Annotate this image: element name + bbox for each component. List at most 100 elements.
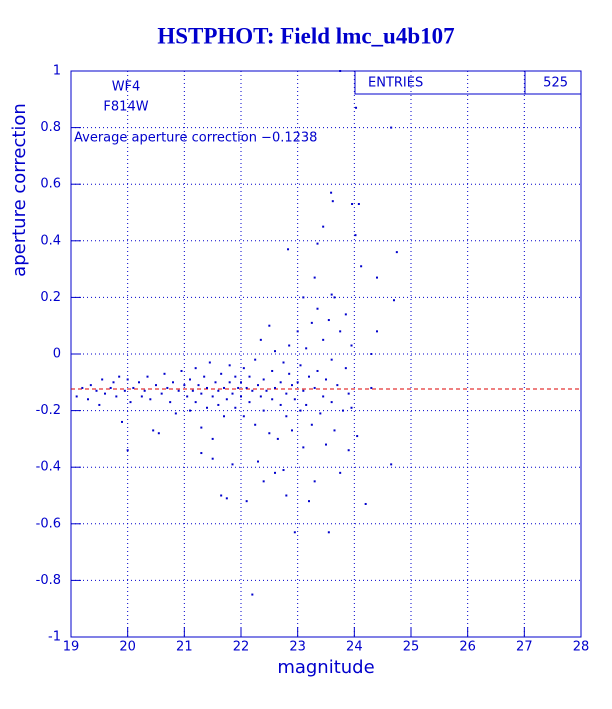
point	[316, 307, 319, 310]
point	[339, 471, 342, 474]
point	[214, 381, 217, 384]
point	[220, 494, 223, 497]
point	[248, 375, 251, 378]
point	[189, 378, 191, 381]
point	[157, 432, 160, 435]
point	[112, 381, 115, 384]
point	[101, 378, 104, 381]
point	[296, 330, 299, 333]
point	[291, 384, 293, 387]
point	[194, 401, 197, 404]
point	[211, 395, 214, 398]
point	[347, 449, 350, 452]
point	[316, 369, 319, 372]
x-tick-label: 23	[289, 640, 306, 655]
point	[296, 381, 299, 384]
y-tick-label: 0.2	[40, 290, 61, 305]
y-tick-label: -1	[48, 630, 61, 645]
point	[279, 381, 282, 384]
point	[285, 494, 288, 497]
point	[220, 372, 223, 375]
x-tick-label: 27	[516, 640, 533, 655]
point	[356, 435, 359, 438]
point	[242, 367, 245, 370]
point	[333, 429, 336, 432]
point	[293, 398, 296, 401]
x-tick-label: 20	[119, 640, 136, 655]
point	[310, 423, 313, 426]
point	[109, 386, 112, 389]
point	[344, 367, 347, 370]
point	[390, 463, 393, 466]
point	[234, 375, 237, 378]
point	[95, 389, 98, 392]
point	[330, 358, 333, 361]
point	[211, 437, 214, 440]
point	[327, 531, 330, 534]
point	[274, 386, 276, 389]
point	[211, 457, 214, 460]
point	[354, 234, 357, 237]
point	[274, 350, 276, 353]
point	[191, 389, 194, 392]
point	[186, 395, 189, 398]
point	[183, 384, 186, 387]
point	[217, 389, 220, 392]
y-tick-label: -0.2	[36, 403, 61, 418]
point	[370, 386, 373, 389]
point	[217, 403, 220, 406]
point	[370, 353, 373, 355]
annotation: Average aperture correction −0.1238	[74, 131, 317, 146]
point	[89, 384, 92, 387]
point	[121, 420, 123, 423]
point	[160, 392, 163, 395]
x-tick-label: 25	[403, 640, 420, 655]
point	[242, 415, 245, 418]
y-tick-label: 0.8	[40, 120, 61, 135]
point	[322, 338, 325, 341]
point	[234, 406, 237, 409]
point	[259, 338, 262, 341]
point	[316, 242, 319, 245]
point	[336, 384, 339, 387]
point	[240, 381, 242, 384]
point	[231, 392, 234, 395]
point	[305, 403, 308, 406]
point	[393, 299, 395, 302]
point	[180, 369, 183, 372]
point	[262, 409, 265, 412]
point	[251, 389, 254, 392]
point	[118, 375, 121, 378]
point	[282, 361, 285, 364]
y-tick-label: 1	[53, 64, 61, 79]
point	[146, 375, 149, 378]
point	[169, 401, 172, 404]
point	[351, 203, 354, 206]
point	[333, 296, 336, 299]
x-tick-label: 24	[346, 640, 363, 655]
point	[228, 364, 231, 367]
point	[313, 480, 316, 483]
point	[177, 389, 180, 392]
y-tick-label: -0.6	[36, 516, 61, 531]
point	[197, 384, 200, 387]
annotation: WF4	[112, 80, 141, 95]
stats-label: ENTRIES	[368, 76, 423, 91]
point	[152, 429, 155, 432]
point	[287, 248, 290, 251]
point	[123, 389, 126, 392]
point	[327, 319, 330, 322]
x-tick-label: 19	[63, 640, 80, 655]
point	[339, 70, 342, 72]
point	[310, 321, 313, 324]
point	[251, 593, 254, 596]
point	[203, 375, 206, 378]
point	[364, 502, 367, 505]
y-tick-label: -0.8	[36, 573, 61, 588]
point	[313, 386, 316, 389]
point	[140, 395, 143, 398]
point	[282, 469, 285, 472]
point	[98, 403, 101, 406]
point	[245, 500, 248, 503]
point	[172, 381, 174, 384]
